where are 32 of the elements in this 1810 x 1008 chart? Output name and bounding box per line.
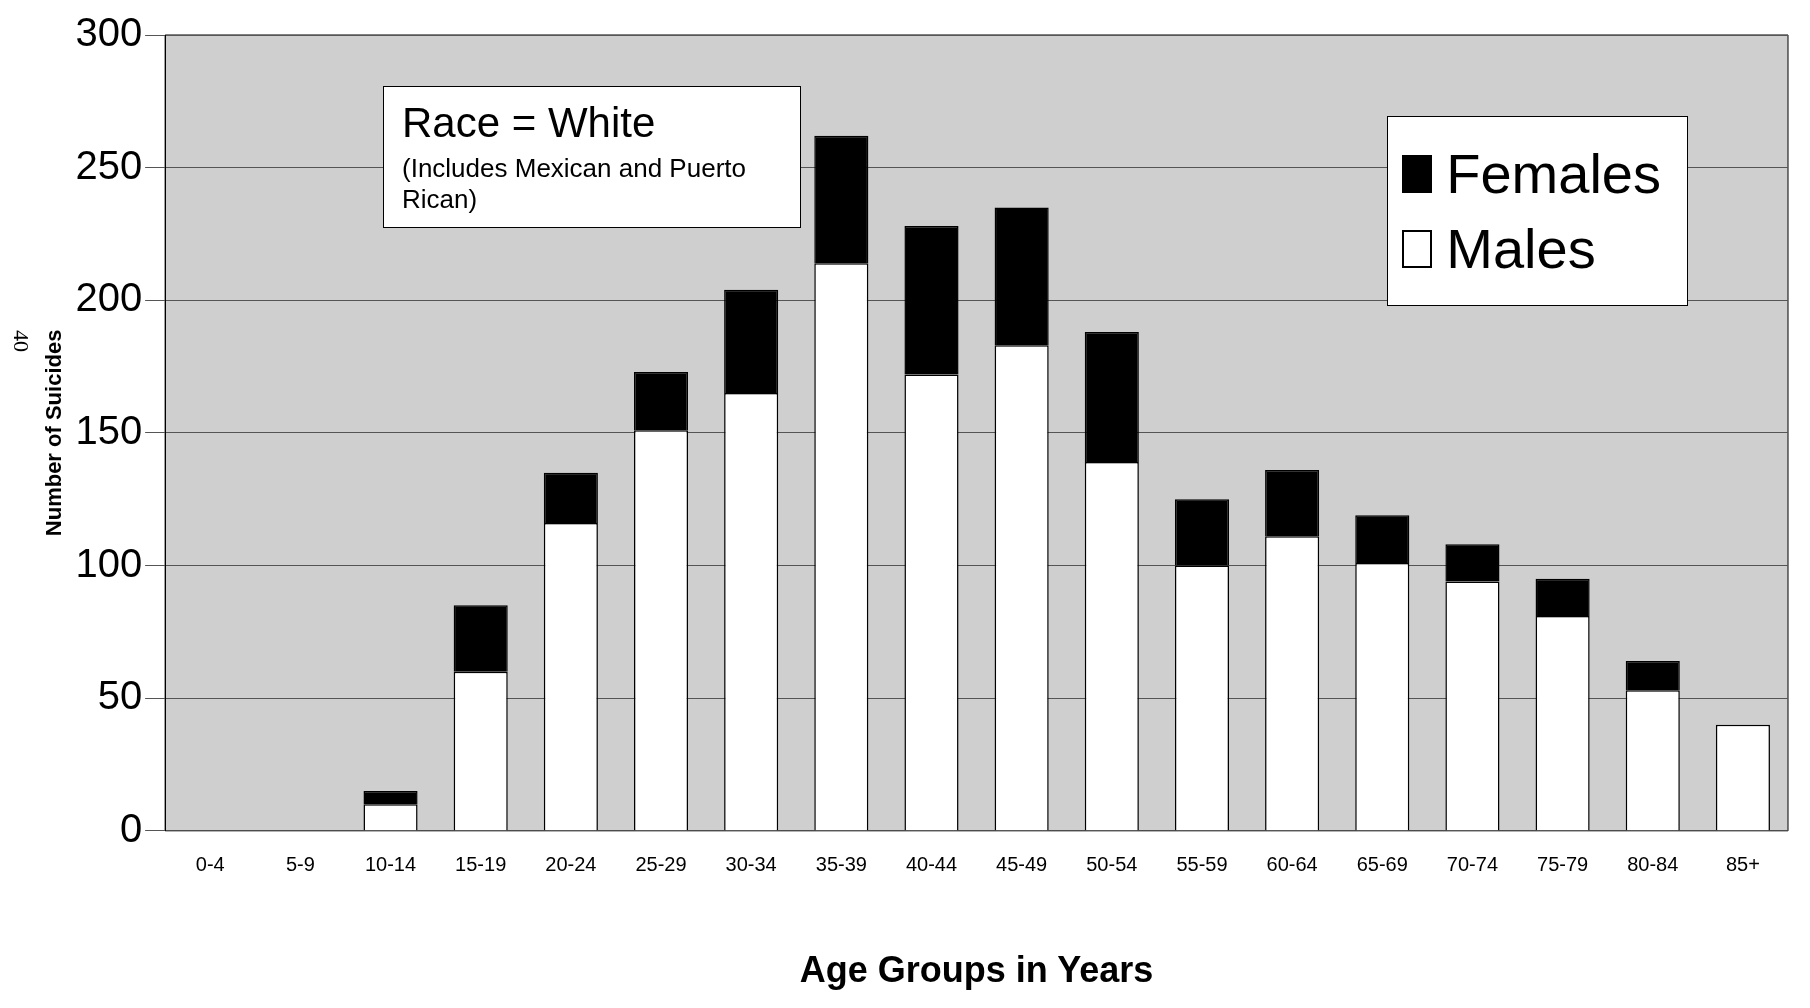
text: 40 — [8, 330, 34, 352]
x-tick-label: 10-14 — [364, 853, 417, 876]
y-tick-label: 0 — [119, 805, 143, 850]
legend-label: Males — [1446, 216, 1596, 281]
x-tick-label: 0-4 — [195, 853, 225, 876]
x-tick-label: 40-44 — [905, 853, 958, 876]
x-tick-label: 5-9 — [285, 853, 315, 876]
y-tick-label: 250 — [75, 142, 143, 187]
x-tick-label: 35-39 — [815, 853, 867, 876]
annotation: Race = White — [402, 99, 657, 147]
x-tick-label: 80-84 — [1627, 853, 1679, 876]
x-tick-label: 55-59 — [1176, 853, 1228, 876]
y-tick-label: 200 — [75, 275, 143, 320]
x-tick-label: 75-79 — [1537, 853, 1589, 876]
x-tick-label: 25-29 — [635, 853, 687, 876]
x-tick-label: 15-19 — [455, 853, 507, 876]
y-axis-title: Number of Suicides — [41, 329, 67, 537]
x-axis-title: Age Groups in Years — [799, 949, 1154, 991]
y-tick-label: 100 — [75, 540, 143, 585]
x-tick-label: 50-54 — [1086, 853, 1138, 876]
legend-label: Females — [1446, 141, 1661, 206]
x-tick-label: 20-24 — [545, 853, 597, 876]
y-tick-label: 50 — [97, 673, 143, 718]
annotation: (Includes Mexican and Puerto Rican) — [402, 153, 747, 215]
x-tick-label: 45-49 — [996, 853, 1048, 876]
x-tick-label: 70-74 — [1446, 853, 1499, 876]
x-tick-label: 85+ — [1725, 853, 1760, 876]
x-tick-label: 65-69 — [1356, 853, 1408, 876]
y-tick-label: 300 — [75, 10, 143, 55]
x-tick-label: 60-64 — [1266, 853, 1318, 876]
y-tick-label: 150 — [75, 407, 143, 452]
x-tick-label: 30-34 — [725, 853, 777, 876]
